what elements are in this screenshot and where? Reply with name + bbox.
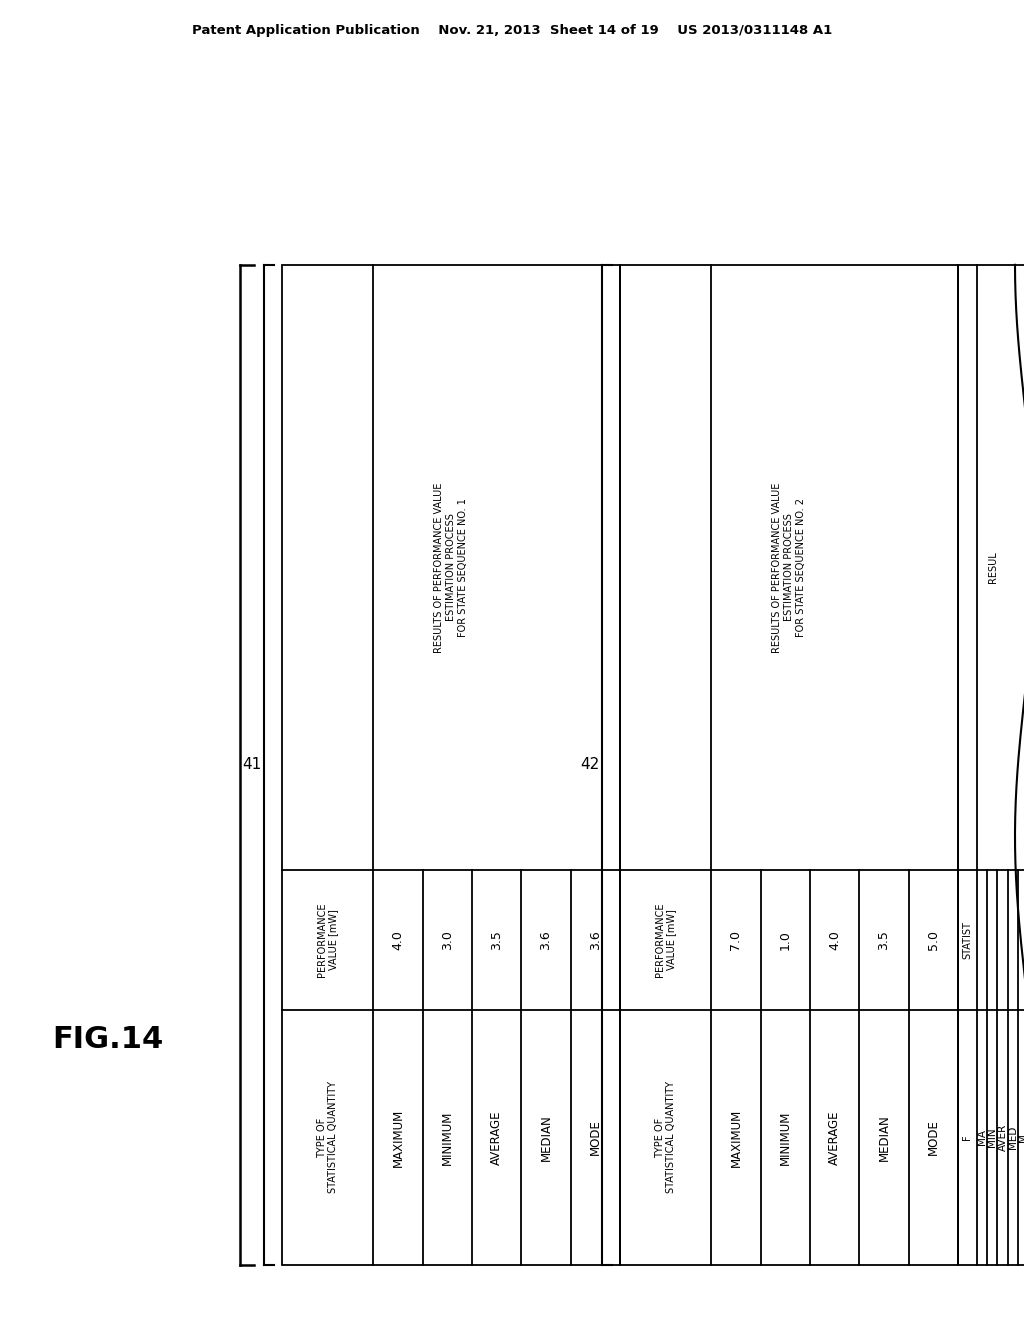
Text: FIG.14: FIG.14 <box>52 1026 164 1055</box>
Text: MINIMUM: MINIMUM <box>779 1110 792 1164</box>
Text: TYPE OF
STATISTICAL QUANTITY: TYPE OF STATISTICAL QUANTITY <box>654 1081 677 1193</box>
Bar <box>282 265 620 1265</box>
Text: 3.6: 3.6 <box>540 931 553 950</box>
Text: STATIST: STATIST <box>963 921 973 958</box>
Text: AVERAGE: AVERAGE <box>828 1110 841 1164</box>
Text: M: M <box>1018 1133 1024 1142</box>
Text: 3.0: 3.0 <box>440 931 454 950</box>
Text: RESULTS OF PERFORMANCE VALUE
ESTIMATION PROCESS
FOR STATE SEQUENCE NO. 2: RESULTS OF PERFORMANCE VALUE ESTIMATION … <box>772 482 806 652</box>
Text: 41: 41 <box>243 758 261 772</box>
Text: 7.0: 7.0 <box>729 929 742 950</box>
Text: AVERAGE: AVERAGE <box>490 1110 503 1164</box>
Text: 4.0: 4.0 <box>828 931 841 950</box>
Text: RESUL: RESUL <box>988 552 998 583</box>
Text: Patent Application Publication    Nov. 21, 2013  Sheet 14 of 19    US 2013/03111: Patent Application Publication Nov. 21, … <box>191 25 833 37</box>
Text: 5.0: 5.0 <box>927 929 940 950</box>
Text: TYPE OF
STATISTICAL QUANTITY: TYPE OF STATISTICAL QUANTITY <box>316 1081 338 1193</box>
Text: MAXIMUM: MAXIMUM <box>729 1109 742 1167</box>
Text: MODE: MODE <box>589 1119 602 1155</box>
Text: MA: MA <box>977 1130 987 1146</box>
Text: MEDIAN: MEDIAN <box>540 1114 553 1160</box>
Text: PERFORMANCE
VALUE [mW]: PERFORMANCE VALUE [mW] <box>654 903 677 977</box>
Text: PERFORMANCE
VALUE [mW]: PERFORMANCE VALUE [mW] <box>316 903 338 977</box>
Text: 3.5: 3.5 <box>878 931 891 950</box>
Text: 3.5: 3.5 <box>490 931 503 950</box>
Text: MINIMUM: MINIMUM <box>440 1110 454 1164</box>
Text: 1.0: 1.0 <box>779 931 792 950</box>
Text: MEDIAN: MEDIAN <box>878 1114 891 1160</box>
Text: MIN: MIN <box>987 1127 997 1147</box>
Text: MODE: MODE <box>927 1119 940 1155</box>
Text: 42: 42 <box>581 758 600 772</box>
Text: RESULTS OF PERFORMANCE VALUE
ESTIMATION PROCESS
FOR STATE SEQUENCE NO. 1: RESULTS OF PERFORMANCE VALUE ESTIMATION … <box>434 482 468 652</box>
Text: 3.6: 3.6 <box>589 931 602 950</box>
Text: MED: MED <box>1008 1126 1018 1150</box>
Text: AVER: AVER <box>997 1123 1008 1151</box>
Text: 4.0: 4.0 <box>391 931 404 950</box>
Text: MAXIMUM: MAXIMUM <box>391 1109 404 1167</box>
Bar <box>958 265 1024 1265</box>
Text: F: F <box>963 1135 973 1140</box>
Bar <box>620 265 958 1265</box>
